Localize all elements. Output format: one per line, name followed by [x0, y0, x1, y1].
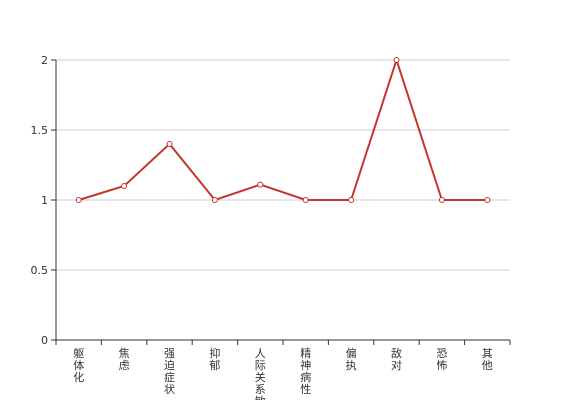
- x-category-label: 抑郁: [209, 346, 220, 372]
- x-category-label: 焦虑: [119, 347, 130, 372]
- data-point: [302, 197, 309, 203]
- data-point: [257, 181, 264, 188]
- data-point: [484, 197, 491, 203]
- y-tick-label: 1.5: [31, 124, 49, 137]
- data-point: [211, 197, 218, 203]
- x-category-label: 其他: [482, 347, 493, 372]
- data-point: [121, 183, 128, 189]
- y-tick-label: 1: [41, 194, 48, 207]
- x-category-label: 精神病性: [300, 347, 311, 396]
- x-category-label: 人际关系敏感: [255, 347, 266, 400]
- data-point: [393, 57, 400, 63]
- x-category-label: 躯体化: [73, 347, 84, 384]
- y-tick-label: 0.5: [31, 264, 49, 277]
- series-layer: [75, 56, 491, 203]
- x-category-label: 恐怖: [436, 347, 447, 372]
- data-point: [75, 197, 82, 203]
- series-line: [78, 56, 488, 202]
- x-category-label: 敌对: [391, 346, 402, 372]
- y-tick-label: 2: [41, 54, 48, 67]
- label-layer: 0 0.5 1 1.5 2 躯体化 焦虑 强迫症状 抑郁 人际关系敏感 精神病性 偏执 敌对 恐怖 其他: [31, 54, 493, 400]
- grid-layer: [56, 59, 510, 271]
- y-tick-label: 0: [41, 334, 48, 347]
- axis-layer: [51, 59, 511, 345]
- data-point: [348, 197, 355, 203]
- data-point: [438, 197, 445, 203]
- x-category-label: 强迫症状: [164, 347, 175, 396]
- data-point: [166, 141, 173, 147]
- x-category-label: 偏执: [346, 346, 357, 372]
